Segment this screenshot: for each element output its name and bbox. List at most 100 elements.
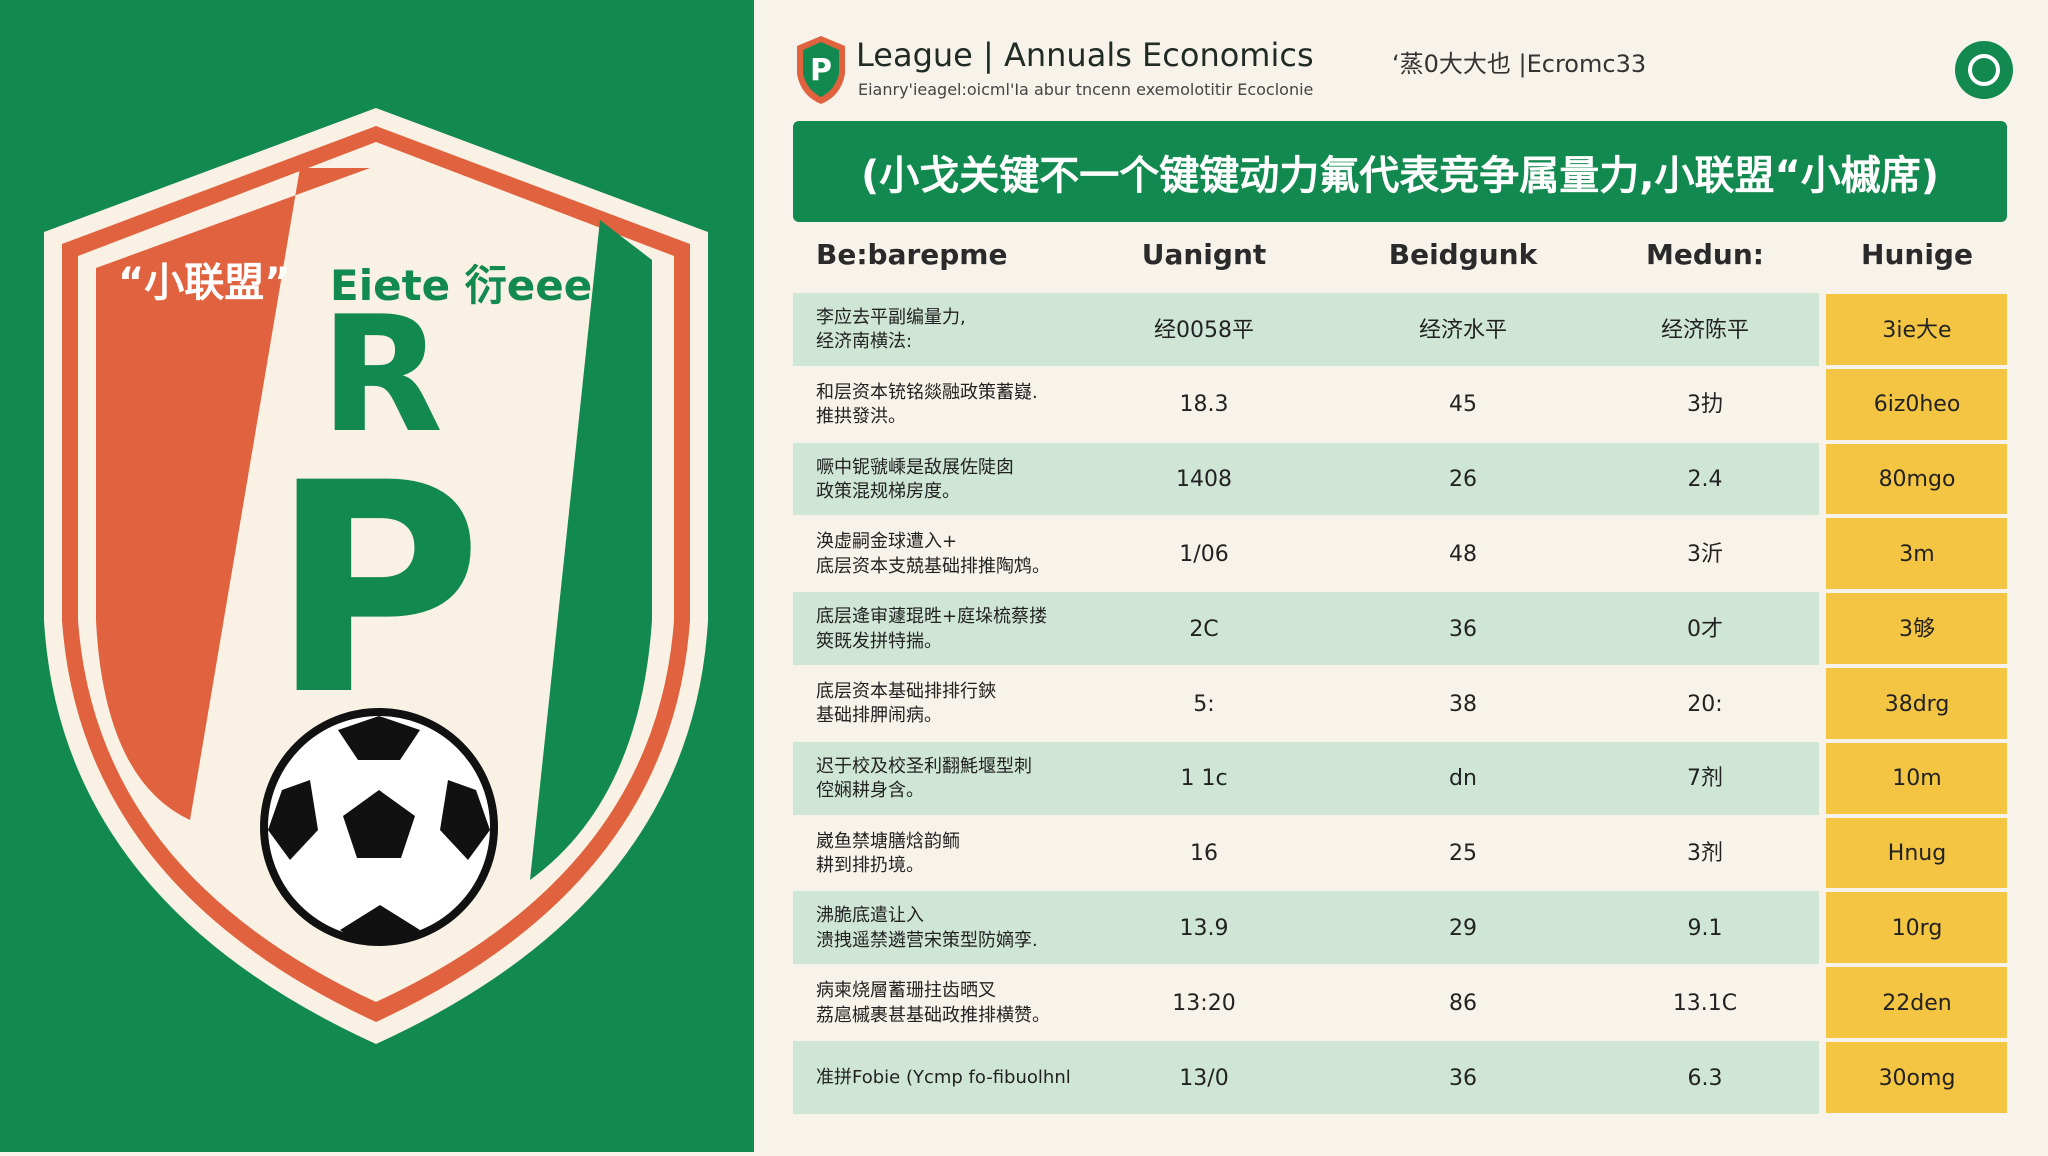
row-label: 和层资本铳铭燚融政策蓄嶷. 推拱發洪。 — [816, 381, 1038, 428]
highlight-cell — [1826, 368, 2007, 440]
table-cell: 0才 — [1687, 616, 1723, 642]
red-field — [96, 168, 370, 820]
row-label: 崴鱼禁塘膳焓韵鲕 耕到排扔境。 — [816, 830, 960, 876]
highlight-cell — [1826, 817, 2007, 889]
title-left: League — [856, 36, 973, 74]
ball-patch — [268, 780, 318, 860]
row-label: 病柬烧層蓄珊拄齿晒叉 荔扈槭裹甚基础政推排横赞。 — [816, 980, 1050, 1026]
table-cell: 30omg — [1878, 1065, 1956, 1091]
crest-letter: P — [270, 422, 483, 759]
crest-word: Eiete 衍eee — [330, 261, 592, 310]
ball-patch — [343, 790, 415, 858]
table-cell: 6.3 — [1687, 1065, 1723, 1091]
table-cell: 3m — [1899, 541, 1935, 567]
column-header: Be:barepme — [816, 238, 1008, 272]
column-header: Uanignt — [1141, 238, 1267, 272]
row-label: 李应去平副编量力, 经济南横法: — [816, 307, 966, 353]
table-cell: 经0058平 — [1154, 317, 1254, 343]
table-cell: 7剂 — [1687, 766, 1723, 792]
table-cell: 20: — [1687, 691, 1723, 717]
row-label: 底层资本基础排排行鋏 基础排胛闹病。 — [816, 681, 996, 727]
highlight-cell — [1826, 892, 2007, 964]
highlight-cell — [1826, 443, 2007, 515]
table-cell: 5: — [1193, 691, 1215, 717]
header-logo: P — [797, 36, 845, 104]
table-cell: 80mgo — [1878, 467, 1956, 493]
table-cell: 3ie大e — [1882, 317, 1952, 343]
row-label: 噘中铌虢嵊是敌展佐陡囱 政策混规梯房度。 — [816, 456, 1014, 502]
header-title: League | Annuals Economics — [856, 36, 1314, 74]
table-cell: 29 — [1449, 915, 1477, 941]
table-cell: 3够 — [1899, 616, 1935, 642]
row-band — [793, 592, 1819, 665]
row-band — [793, 442, 1819, 516]
table-cell: 9.1 — [1687, 915, 1723, 941]
table-cell: 2.4 — [1687, 467, 1723, 493]
highlight-cell — [1826, 593, 2007, 664]
table-cell: 10m — [1892, 766, 1942, 792]
column-header: Medun: — [1646, 238, 1764, 272]
table-cell: 3剂 — [1687, 841, 1723, 867]
ball-patch — [440, 780, 490, 860]
table-cell: 1/06 — [1179, 541, 1229, 567]
corner-icon[interactable] — [1954, 40, 2014, 100]
table-cell: 经济陈平 — [1660, 317, 1749, 343]
row-label: 准拼Fobie (Ycmp fo-fibuolhnl — [816, 1067, 1071, 1089]
ball-patch — [338, 716, 420, 760]
highlight-cell — [1826, 668, 2007, 739]
table-cell: 36 — [1449, 616, 1477, 642]
table-cell: 1 1c — [1180, 766, 1228, 792]
highlight-cell — [1826, 1042, 2007, 1113]
table-cell: 26 — [1449, 467, 1477, 493]
banner: (小戈关键不一个键键动力氟代表竞争属量力,小联盟“小槭席) — [793, 121, 2007, 222]
table-cell: 86 — [1449, 990, 1477, 1016]
table-cell: 38drg — [1884, 691, 1950, 717]
table-cell: 48 — [1449, 541, 1477, 567]
crest: “小联盟” Eiete 衍eee R P — [44, 108, 708, 1044]
highlight-cell — [1826, 294, 2007, 365]
column-header: Hunige — [1861, 238, 1973, 272]
table-cell: 1408 — [1176, 467, 1232, 493]
table-cell: 2C — [1189, 616, 1219, 642]
table-cell: 45 — [1449, 392, 1477, 418]
table-cell: 16 — [1190, 841, 1218, 867]
table-cell: 经济水平 — [1418, 317, 1507, 343]
column-header: Beidgunk — [1388, 238, 1538, 272]
table-cell: 10rg — [1891, 915, 1943, 941]
left-panel: “小联盟” Eiete 衍eee R P — [0, 0, 754, 1152]
logo-letter: P — [810, 53, 832, 88]
header-subtitle: Eianry'ieagel:oicml'Ia abur tncenn exemo… — [858, 80, 1314, 99]
row-label: 涣虚嗣金球遭入+ 底层资本支兢基础排推陶鸩。 — [816, 531, 1050, 577]
green-field — [530, 220, 652, 880]
table-cell: 38 — [1449, 691, 1477, 717]
table-cell: 13.9 — [1179, 915, 1229, 941]
table-cell: 13.1C — [1672, 990, 1738, 1016]
table-cell: 13:20 — [1172, 990, 1236, 1016]
crest-tagline: “小联盟” — [118, 260, 291, 306]
highlight-cell — [1826, 518, 2007, 590]
row-band — [793, 891, 1819, 965]
table-cell: dn — [1449, 766, 1477, 792]
table-cell: 18.3 — [1179, 392, 1229, 418]
row-band — [793, 741, 1819, 815]
table-cell: 3沂 — [1687, 541, 1723, 567]
row-band — [793, 293, 1819, 366]
title-right: Annuals Economics — [1003, 36, 1314, 74]
table-cell: 13/0 — [1179, 1065, 1229, 1091]
separator: | — [983, 36, 994, 74]
row-label: 底层逄审蘧琨甠+庭垛梳蔡搂 筴既发拼特揣。 — [816, 606, 1048, 652]
ball-patch — [340, 905, 420, 940]
row-band — [793, 1041, 1819, 1114]
crest-letter: R — [320, 281, 443, 468]
highlight-cell — [1826, 967, 2007, 1038]
table-cell: 3扐 — [1687, 392, 1723, 418]
table-cell: 6iz0heo — [1873, 392, 1961, 418]
row-label: 迟于校及校圣利翻魹堰型刺 倥娴耕身含。 — [816, 755, 1032, 802]
table-cell: Hnug — [1887, 841, 1947, 867]
table-cell: 22den — [1882, 990, 1952, 1016]
table-cell: 36 — [1449, 1065, 1477, 1091]
highlight-cell — [1826, 742, 2007, 814]
table-cell: 25 — [1449, 841, 1477, 867]
header-extra: ‘蒸0大大也 |Ecromc33 — [1392, 50, 1647, 78]
